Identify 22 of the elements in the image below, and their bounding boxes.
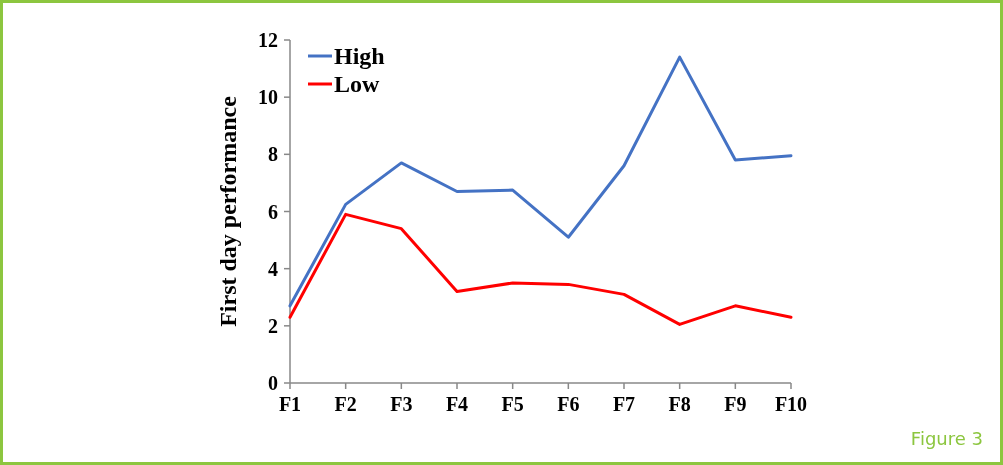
y-tick-label: 12 — [258, 29, 278, 51]
legend-label: High — [334, 43, 385, 70]
caption: Figure 3 — [910, 428, 983, 449]
y-tick-label: 2 — [268, 314, 278, 337]
x-tick-label: F5 — [501, 393, 524, 415]
y-tick-label: 0 — [268, 372, 278, 394]
x-tick-label: F6 — [557, 393, 580, 415]
x-tick-label: F10 — [774, 393, 808, 415]
x-tick-label: F1 — [278, 393, 302, 415]
x-tick-label: F9 — [724, 393, 747, 415]
x-tick-label: F7 — [612, 393, 636, 415]
legend-label: Low — [334, 71, 381, 98]
x-tick-label: F2 — [334, 393, 357, 415]
x-tick-label: F3 — [390, 393, 413, 415]
y-tick-label: 4 — [268, 257, 278, 280]
y-tick-label: 8 — [268, 143, 278, 166]
line-series — [288, 212, 793, 326]
x-tick-label: F8 — [668, 393, 691, 415]
y-tick-label: 6 — [268, 200, 278, 223]
y-axis-title: First day performance — [215, 95, 241, 327]
x-tick-label: F4 — [445, 393, 469, 415]
y-tick-label: 10 — [258, 86, 278, 109]
